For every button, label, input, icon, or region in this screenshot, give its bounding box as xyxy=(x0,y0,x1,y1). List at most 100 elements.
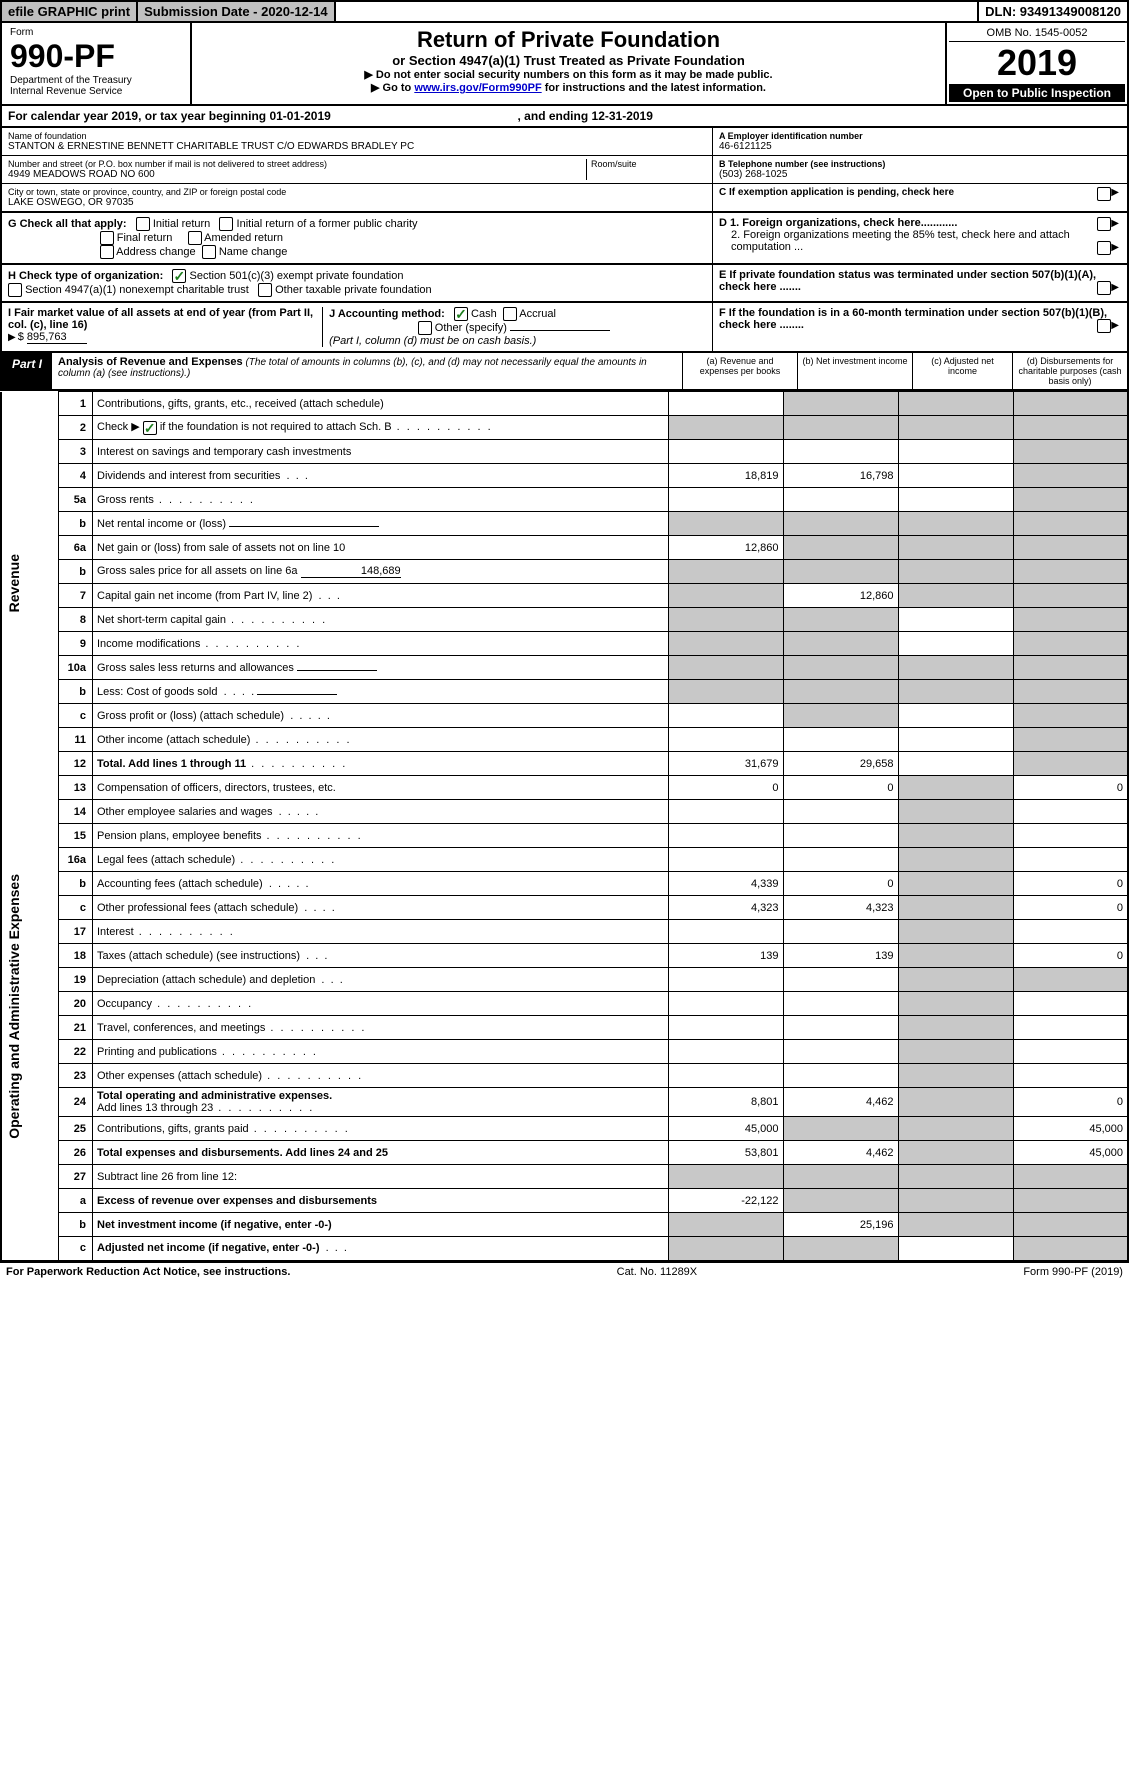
form-subtitle: or Section 4947(a)(1) Trust Treated as P… xyxy=(200,53,937,68)
l18-text: Taxes (attach schedule) (see instruction… xyxy=(97,950,300,962)
f-checkbox[interactable] xyxy=(1097,319,1111,333)
header-right: OMB No. 1545-0052 2019 Open to Public In… xyxy=(947,23,1127,104)
l2-post: if the foundation is not required to att… xyxy=(157,421,392,433)
l16c-text: Other professional fees (attach schedule… xyxy=(97,902,298,914)
form-word: Form xyxy=(10,27,182,38)
table-row: 25Contributions, gifts, grants paid45,00… xyxy=(1,1117,1128,1141)
h-label: H Check type of organization: xyxy=(8,270,163,282)
l10c-text: Gross profit or (loss) (attach schedule) xyxy=(97,710,284,722)
efile-label: efile GRAPHIC print xyxy=(2,2,138,21)
check-row-ij: I Fair market value of all assets at end… xyxy=(0,303,1129,353)
l25-text: Contributions, gifts, grants paid xyxy=(97,1123,249,1135)
line-num: b xyxy=(59,512,93,536)
line-num: b xyxy=(59,1213,93,1237)
col-b-header: (b) Net investment income xyxy=(797,353,912,389)
d1-checkbox[interactable] xyxy=(1097,217,1111,231)
initial-checkbox[interactable] xyxy=(136,217,150,231)
column-headers: (a) Revenue and expenses per books (b) N… xyxy=(682,353,1127,389)
form-link[interactable]: www.irs.gov/Form990PF xyxy=(414,82,541,94)
l12-a: 31,679 xyxy=(668,752,783,776)
initial-former-checkbox[interactable] xyxy=(219,217,233,231)
l5a-text: Gross rents xyxy=(97,494,154,506)
line-num: 15 xyxy=(59,824,93,848)
table-row: 21Travel, conferences, and meetings xyxy=(1,1016,1128,1040)
l10b-blank xyxy=(257,694,337,695)
other-taxable-checkbox[interactable] xyxy=(258,283,272,297)
line-desc: Subtract line 26 from line 12: xyxy=(93,1165,669,1189)
namechange-checkbox[interactable] xyxy=(202,245,216,259)
j-label: J Accounting method: xyxy=(329,308,445,320)
info-right: A Employer identification number 46-6121… xyxy=(712,128,1127,211)
table-row: Operating and Administrative Expenses 13… xyxy=(1,776,1128,800)
table-row: bNet investment income (if negative, ent… xyxy=(1,1213,1128,1237)
l16b-b: 0 xyxy=(783,872,898,896)
l18-a: 139 xyxy=(668,944,783,968)
other-method-checkbox[interactable] xyxy=(418,321,432,335)
table-row: 20Occupancy xyxy=(1,992,1128,1016)
line-num: 16a xyxy=(59,848,93,872)
501c3-checkbox[interactable] xyxy=(172,269,186,283)
line-num: 10a xyxy=(59,656,93,680)
cash-checkbox[interactable] xyxy=(454,307,468,321)
line-num: 19 xyxy=(59,968,93,992)
note2-pre: ▶ Go to xyxy=(371,82,414,94)
table-row: aExcess of revenue over expenses and dis… xyxy=(1,1189,1128,1213)
header-left: Form 990-PF Department of the Treasury I… xyxy=(2,23,192,104)
line-num: b xyxy=(59,680,93,704)
table-row: 16aLegal fees (attach schedule) xyxy=(1,848,1128,872)
arrow-icon xyxy=(1111,319,1121,331)
table-row: 5aGross rents xyxy=(1,488,1128,512)
line-desc: Pension plans, employee benefits xyxy=(93,824,669,848)
table-row: bGross sales price for all assets on lin… xyxy=(1,560,1128,584)
table-row: cGross profit or (loss) (attach schedule… xyxy=(1,704,1128,728)
4947-checkbox[interactable] xyxy=(8,283,22,297)
g-amended: Amended return xyxy=(204,232,283,244)
l13-a: 0 xyxy=(668,776,783,800)
c-checkbox[interactable] xyxy=(1097,187,1111,201)
phone-cell: B Telephone number (see instructions) (5… xyxy=(713,156,1127,184)
d2-checkbox[interactable] xyxy=(1097,241,1111,255)
g-final: Final return xyxy=(117,232,173,244)
dln: DLN: 93491349008120 xyxy=(979,2,1127,21)
tax-year: 2019 xyxy=(949,42,1125,84)
l21-text: Travel, conferences, and meetings xyxy=(97,1022,265,1034)
j-accrual: Accrual xyxy=(519,308,556,320)
l16c-d: 0 xyxy=(1013,896,1128,920)
l16b-text: Accounting fees (attach schedule) xyxy=(97,878,263,890)
line-desc: Adjusted net income (if negative, enter … xyxy=(93,1237,669,1261)
l6a-a: 12,860 xyxy=(668,536,783,560)
line-desc: Gross profit or (loss) (attach schedule)… xyxy=(93,704,669,728)
g-section: G Check all that apply: Initial return I… xyxy=(2,213,712,263)
accrual-checkbox[interactable] xyxy=(503,307,517,321)
line-num: 26 xyxy=(59,1141,93,1165)
schb-checkbox[interactable] xyxy=(143,421,157,435)
address-checkbox[interactable] xyxy=(100,245,114,259)
spacer xyxy=(336,2,980,21)
table-row: 18 Taxes (attach schedule) (see instructi… xyxy=(1,944,1128,968)
line-num: 6a xyxy=(59,536,93,560)
l6b-val: 148,689 xyxy=(301,565,401,578)
table-row: 2Check ▶ if the foundation is not requir… xyxy=(1,416,1128,440)
table-row: 23Other expenses (attach schedule) xyxy=(1,1064,1128,1088)
l24-text: Total operating and administrative expen… xyxy=(97,1090,332,1102)
final-checkbox[interactable] xyxy=(100,231,114,245)
g-address: Address change xyxy=(116,246,196,258)
e-checkbox[interactable] xyxy=(1097,281,1111,295)
arrow-icon xyxy=(8,331,18,343)
table-row: 27Subtract line 26 from line 12: xyxy=(1,1165,1128,1189)
line-desc: Capital gain net income (from Part IV, l… xyxy=(93,584,669,608)
calyear-begin: For calendar year 2019, or tax year begi… xyxy=(8,109,331,123)
amended-checkbox[interactable] xyxy=(188,231,202,245)
l20-text: Occupancy xyxy=(97,998,152,1010)
table-row: 7Capital gain net income (from Part IV, … xyxy=(1,584,1128,608)
line-num: 18 xyxy=(59,944,93,968)
line-desc: Dividends and interest from securities .… xyxy=(93,464,669,488)
g-label: G Check all that apply: xyxy=(8,218,127,230)
l26-text: Total expenses and disbursements. Add li… xyxy=(97,1147,388,1159)
f-label: F If the foundation is in a 60-month ter… xyxy=(719,307,1107,331)
ein-label: A Employer identification number xyxy=(719,131,1121,141)
line-desc: Less: Cost of goods sold . . . . xyxy=(93,680,669,704)
note2-post: for instructions and the latest informat… xyxy=(542,82,766,94)
submission-date: Submission Date - 2020-12-14 xyxy=(138,2,336,21)
table-row: 17Interest xyxy=(1,920,1128,944)
